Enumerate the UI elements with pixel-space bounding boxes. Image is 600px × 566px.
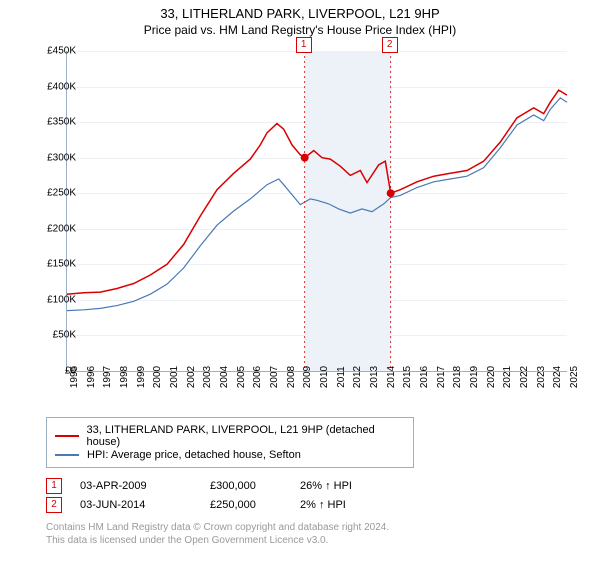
legend: 33, LITHERLAND PARK, LIVERPOOL, L21 9HP … — [46, 417, 414, 468]
sale-marker-box: 2 — [382, 37, 398, 53]
x-tick-label: 1997 — [102, 366, 113, 388]
x-tick-label: 2010 — [319, 366, 330, 388]
transaction-row: 1 03-APR-2009£300,00026% ↑ HPI — [46, 478, 600, 494]
x-tick-label: 2023 — [536, 366, 547, 388]
x-tick-label: 2000 — [152, 366, 163, 388]
x-tick-label: 2005 — [236, 366, 247, 388]
legend-label: HPI: Average price, detached house, Seft… — [87, 449, 301, 461]
x-tick-label: 2020 — [486, 366, 497, 388]
legend-swatch — [55, 454, 79, 456]
page-title: 33, LITHERLAND PARK, LIVERPOOL, L21 9HP — [0, 6, 600, 21]
x-tick-label: 2017 — [436, 366, 447, 388]
x-tick-label: 2008 — [286, 366, 297, 388]
transaction-row: 2 03-JUN-2014£250,0002% ↑ HPI — [46, 497, 600, 513]
transaction-price: £250,000 — [210, 499, 300, 511]
x-tick-label: 2024 — [552, 366, 563, 388]
x-tick-label: 2016 — [419, 366, 430, 388]
series-property — [67, 90, 567, 294]
y-tick-label: £300K — [22, 152, 76, 163]
x-tick-label: 2011 — [336, 366, 347, 388]
x-tick-label: 2003 — [202, 366, 213, 388]
y-tick-label: £0 — [22, 366, 76, 377]
transaction-marker: 2 — [46, 497, 62, 513]
sale-marker-box: 1 — [296, 37, 312, 53]
x-tick-label: 1995 — [69, 366, 80, 388]
sale-marker-dot — [387, 189, 395, 197]
x-tick-label: 2013 — [369, 366, 380, 388]
legend-row: 33, LITHERLAND PARK, LIVERPOOL, L21 9HP … — [55, 424, 405, 448]
y-tick-label: £50K — [22, 330, 76, 341]
transaction-price: £300,000 — [210, 480, 300, 492]
x-tick-label: 2014 — [386, 366, 397, 388]
x-tick-label: 1996 — [86, 366, 97, 388]
page-subtitle: Price paid vs. HM Land Registry's House … — [0, 23, 600, 37]
x-tick-label: 2012 — [352, 366, 363, 388]
footer-attribution: Contains HM Land Registry data © Crown c… — [46, 521, 600, 547]
x-tick-label: 2015 — [402, 366, 413, 388]
legend-label: 33, LITHERLAND PARK, LIVERPOOL, L21 9HP … — [87, 424, 405, 448]
x-tick-label: 2009 — [302, 366, 313, 388]
x-tick-label: 1999 — [136, 366, 147, 388]
x-tick-label: 2007 — [269, 366, 280, 388]
x-tick-label: 2022 — [519, 366, 530, 388]
chart-lines — [67, 51, 567, 371]
x-tick-label: 2004 — [219, 366, 230, 388]
transaction-date: 03-JUN-2014 — [80, 499, 210, 511]
footer-line-1: Contains HM Land Registry data © Crown c… — [46, 521, 600, 534]
legend-swatch — [55, 435, 79, 437]
plot-region — [66, 51, 567, 372]
y-tick-label: £150K — [22, 259, 76, 270]
y-tick-label: £400K — [22, 81, 76, 92]
transaction-date: 03-APR-2009 — [80, 480, 210, 492]
transaction-marker: 1 — [46, 478, 62, 494]
y-tick-label: £350K — [22, 117, 76, 128]
x-tick-label: 2001 — [169, 366, 180, 388]
chart-area: £0 £50K £100K £150K £200K £250K £300K £350K £400… — [20, 43, 580, 413]
x-tick-label: 2002 — [186, 366, 197, 388]
transaction-pct: 26% ↑ HPI — [300, 480, 400, 492]
sale-marker-dot — [301, 154, 309, 162]
x-tick-label: 2025 — [569, 366, 580, 388]
transaction-pct: 2% ↑ HPI — [300, 499, 400, 511]
transactions-table: 1 03-APR-2009£300,00026% ↑ HPI 2 03-JUN-201… — [46, 478, 600, 513]
y-tick-label: £450K — [22, 46, 76, 57]
x-tick-label: 2019 — [469, 366, 480, 388]
x-tick-label: 1998 — [119, 366, 130, 388]
x-tick-label: 2021 — [502, 366, 513, 388]
y-tick-label: £100K — [22, 294, 76, 305]
x-tick-label: 2006 — [252, 366, 263, 388]
footer-line-2: This data is licensed under the Open Gov… — [46, 534, 600, 547]
y-tick-label: £200K — [22, 223, 76, 234]
x-tick-label: 2018 — [452, 366, 463, 388]
y-tick-label: £250K — [22, 188, 76, 199]
legend-row: HPI: Average price, detached house, Seft… — [55, 449, 405, 461]
